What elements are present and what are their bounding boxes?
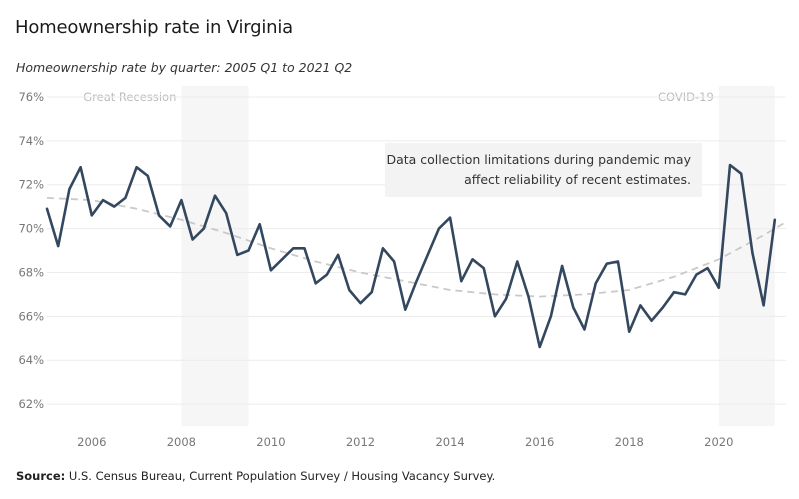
x-tick-label: 2010 bbox=[256, 435, 285, 449]
x-tick-label: 2008 bbox=[167, 435, 196, 449]
y-tick-label: 68% bbox=[18, 265, 44, 279]
shaded-period-1 bbox=[718, 86, 775, 426]
x-tick-label: 2006 bbox=[77, 435, 106, 449]
series-line bbox=[45, 163, 777, 349]
trend-line bbox=[46, 197, 787, 298]
y-tick-label: 72% bbox=[18, 178, 44, 192]
source-label: Source: bbox=[16, 469, 66, 483]
annotation-text: affect reliability of recent estimates. bbox=[464, 172, 691, 187]
shaded-period-0 bbox=[181, 86, 249, 426]
y-tick-label: 62% bbox=[18, 397, 44, 411]
annotation-box bbox=[385, 143, 702, 197]
source-text: U.S. Census Bureau, Current Population S… bbox=[68, 469, 496, 483]
y-tick-label: 66% bbox=[18, 309, 44, 323]
y-tick-label: 64% bbox=[18, 353, 44, 367]
y-tick-label: 76% bbox=[18, 90, 44, 104]
source-note: Source: U.S. Census Bureau, Current Popu… bbox=[16, 469, 495, 483]
chart-title: Homeownership rate in Virginia bbox=[15, 17, 293, 38]
x-tick-label: 2020 bbox=[704, 435, 733, 449]
chart-subtitle: Homeownership rate by quarter: 2005 Q1 t… bbox=[16, 60, 353, 75]
annotation-text: Data collection limitations during pande… bbox=[386, 152, 691, 167]
y-tick-label: 70% bbox=[18, 222, 44, 236]
x-tick-label: 2014 bbox=[435, 435, 464, 449]
x-tick-label: 2012 bbox=[346, 435, 375, 449]
x-tick-label: 2016 bbox=[525, 435, 554, 449]
x-tick-label: 2018 bbox=[615, 435, 644, 449]
y-tick-label: 74% bbox=[18, 134, 44, 148]
